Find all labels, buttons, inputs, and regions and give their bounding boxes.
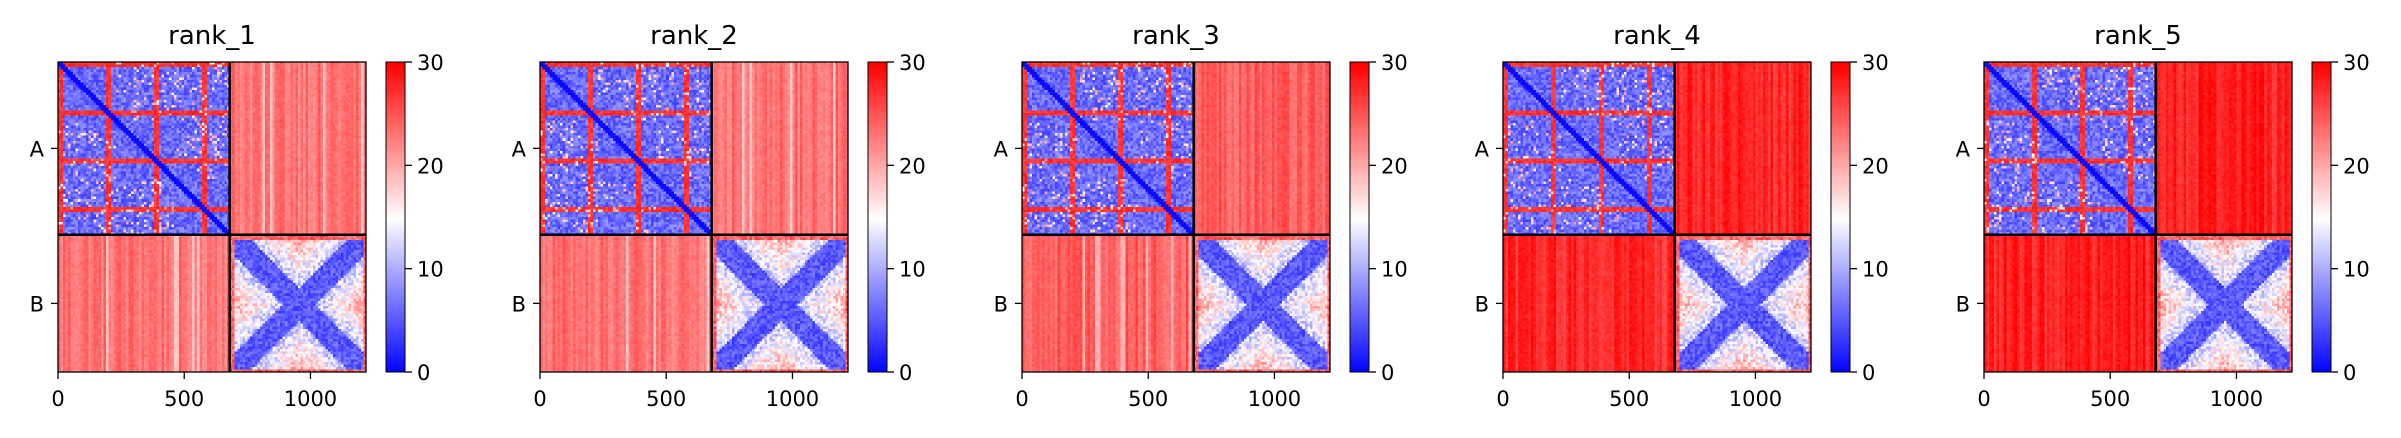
heatmap-cells: [58, 62, 367, 373]
